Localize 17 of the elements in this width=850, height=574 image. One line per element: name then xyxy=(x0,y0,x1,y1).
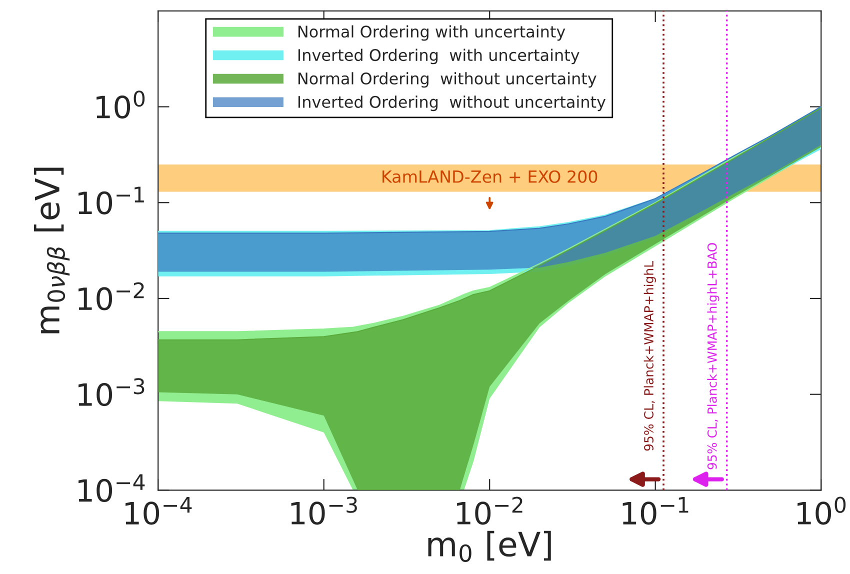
y-tick-label: 10$^{−3}$ xyxy=(78,378,144,406)
x-axis-title: m$_{0}$ [eV] xyxy=(428,530,551,562)
y-axis-title: m$_{0νββ}$ [eV] xyxy=(34,168,70,334)
x-tick-label: 10$^{0}$ xyxy=(798,496,846,525)
ref-line-label: 95% CL, Planck+WMAP+highL+BAO xyxy=(707,243,720,470)
x-tick-label: 10$^{−3}$ xyxy=(291,496,357,525)
legend-label: Normal Ordering with uncertainty xyxy=(298,25,566,41)
ref-line-label: 95% CL, Planck+WMAP+highL xyxy=(644,261,656,451)
legend-label: Inverted Ordering without uncertainty xyxy=(298,96,606,112)
y-tick-label: 10$^{−2}$ xyxy=(78,282,144,310)
band-label: KamLAND-Zen + EXO 200 xyxy=(382,170,598,183)
legend-label: Normal Ordering without uncertainty xyxy=(298,72,596,88)
y-tick-label: 10$^{0}$ xyxy=(96,90,145,119)
y-tick-label: 10$^{−1}$ xyxy=(78,186,144,214)
x-tick-label: 10$^{−1}$ xyxy=(622,497,688,525)
x-tick-label: 10$^{−2}$ xyxy=(457,496,522,525)
legend-label: Inverted Ordering with uncertainty xyxy=(298,48,580,64)
